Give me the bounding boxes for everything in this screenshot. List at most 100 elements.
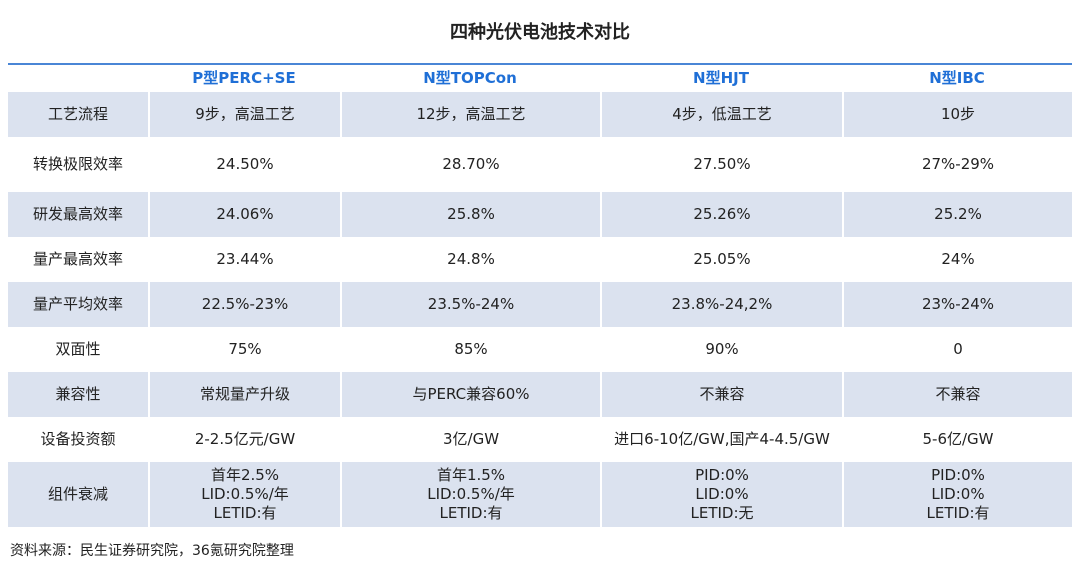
cell-text: 5-6亿/GW	[922, 430, 994, 448]
cell-text: LID:0%	[695, 485, 749, 503]
cell-text: PID:0%	[931, 466, 985, 484]
label-text: 量产最高效率	[32, 250, 123, 268]
header-text: N型HJT	[693, 69, 749, 87]
cell-text: 27%-29%	[921, 155, 995, 173]
top-rule	[8, 63, 1072, 65]
cell-text: 不兼容	[699, 385, 745, 403]
cell-text: 22.5%-23%	[201, 295, 289, 313]
cell: 9步，高温工艺	[150, 92, 340, 137]
cell-text: 首年2.5%	[210, 466, 280, 484]
cell: 24.50%	[150, 137, 340, 192]
cell: 23%-24%	[844, 282, 1072, 327]
cell-text: 24%	[941, 250, 975, 268]
column-header: N型TOPCon	[340, 65, 600, 92]
cell: 2-2.5亿元/GW	[150, 417, 340, 462]
label-text: 量产平均效率	[32, 295, 123, 313]
cell-text: 85%	[454, 340, 488, 358]
column-header: P型PERC+SE	[148, 65, 340, 92]
cell-text: 3亿/GW	[442, 430, 500, 448]
cell: 23.5%-24%	[342, 282, 600, 327]
label-text: 双面性	[55, 340, 101, 358]
cell: 0	[844, 327, 1072, 372]
cell-text: 9步，高温工艺	[195, 105, 295, 123]
cell-text: 与PERC兼容60%	[412, 385, 530, 403]
cell: 25.05%	[602, 237, 842, 282]
cell: 24%	[844, 237, 1072, 282]
cell: 25.2%	[844, 192, 1072, 237]
header-text: P型PERC+SE	[192, 69, 296, 87]
cell: 10步	[844, 92, 1072, 137]
label-text: 设备投资额	[40, 430, 116, 448]
cell-text: LID:0.5%/年	[427, 485, 515, 503]
cell: 75%	[150, 327, 340, 372]
cell-text: 进口6-10亿/GW,国产4-4.5/GW	[614, 430, 830, 448]
cell-text: 27.50%	[693, 155, 751, 173]
cell: 22.5%-23%	[150, 282, 340, 327]
cell: 进口6-10亿/GW,国产4-4.5/GW	[602, 417, 842, 462]
cell-text: PID:0%	[695, 466, 749, 484]
label-text: 兼容性	[55, 385, 101, 403]
cell-text: 23%-24%	[921, 295, 995, 313]
cell: 24.06%	[150, 192, 340, 237]
cell: PID:0% LID:0% LETID:无	[602, 462, 842, 527]
cell: 首年1.5% LID:0.5%/年 LETID:有	[342, 462, 600, 527]
row-label: 工艺流程	[8, 92, 148, 137]
header-text: N型TOPCon	[423, 69, 517, 87]
header-text: N型IBC	[929, 69, 985, 87]
cell: 不兼容	[602, 372, 842, 417]
cell-text: 常规量产升级	[199, 385, 290, 403]
cell: 23.44%	[150, 237, 340, 282]
column-header: N型HJT	[600, 65, 842, 92]
cell-text: 25.26%	[693, 205, 751, 223]
cell: 与PERC兼容60%	[342, 372, 600, 417]
cell-text: LID:0.5%/年	[201, 485, 289, 503]
cell: 85%	[342, 327, 600, 372]
cell-text: 首年1.5%	[436, 466, 506, 484]
label-text: 组件衰减	[47, 485, 108, 503]
cell-text: 28.70%	[442, 155, 500, 173]
label-text: 研发最高效率	[32, 205, 123, 223]
cell-text: LETID:有	[926, 504, 990, 522]
cell-text: 10步	[940, 105, 976, 123]
cell: 3亿/GW	[342, 417, 600, 462]
cell-text: 25.2%	[934, 205, 982, 223]
row-label: 研发最高效率	[8, 192, 148, 237]
source: 资料来源：民生证券研究院，36氪研究院整理	[10, 543, 294, 559]
cell: 12步，高温工艺	[342, 92, 600, 137]
cell: 27.50%	[602, 137, 842, 192]
cell-text: 25.8%	[447, 205, 495, 223]
row-label: 兼容性	[8, 372, 148, 417]
cell-text: 25.05%	[693, 250, 751, 268]
row-label: 设备投资额	[8, 417, 148, 462]
cell-text: 0	[953, 340, 963, 358]
cell: 25.8%	[342, 192, 600, 237]
cell-text: LETID:无	[690, 504, 754, 522]
cell-text: LETID:有	[439, 504, 503, 522]
column-header: N型IBC	[842, 65, 1072, 92]
cell-text: 不兼容	[935, 385, 981, 403]
cell: 27%-29%	[844, 137, 1072, 192]
cell: 4步，低温工艺	[602, 92, 842, 137]
cell-text: 23.44%	[216, 250, 274, 268]
row-label: 组件衰减	[8, 462, 148, 527]
cell: 常规量产升级	[150, 372, 340, 417]
row-label: 转换极限效率	[8, 137, 148, 192]
title: 四种光伏电池技术对比	[450, 22, 630, 43]
cell-text: LID:0%	[931, 485, 985, 503]
cell: 5-6亿/GW	[844, 417, 1072, 462]
row-label: 双面性	[8, 327, 148, 372]
label-text: 工艺流程	[47, 105, 108, 123]
cell-text: 23.5%-24%	[427, 295, 515, 313]
cell-text: 90%	[705, 340, 739, 358]
row-label: 量产最高效率	[8, 237, 148, 282]
cell-text: 24.8%	[447, 250, 495, 268]
cell: 25.26%	[602, 192, 842, 237]
cell: 23.8%-24,2%	[602, 282, 842, 327]
cell-text: LETID:有	[213, 504, 277, 522]
cell: 24.8%	[342, 237, 600, 282]
cell: PID:0% LID:0% LETID:有	[844, 462, 1072, 527]
cell-text: 24.06%	[216, 205, 274, 223]
cell: 90%	[602, 327, 842, 372]
row-label: 量产平均效率	[8, 282, 148, 327]
cell: 28.70%	[342, 137, 600, 192]
